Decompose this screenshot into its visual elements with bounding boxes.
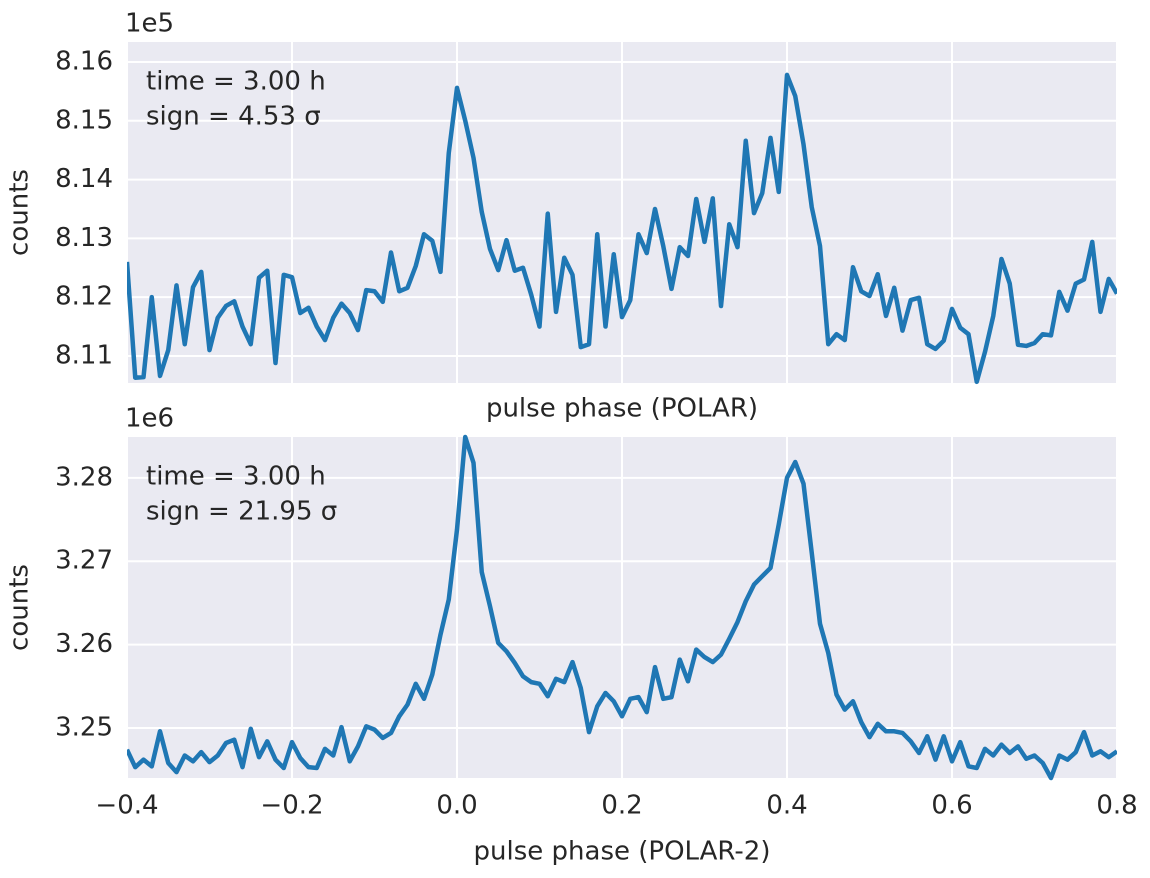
annotation: time = 3.00 h	[146, 462, 326, 492]
data-line	[127, 72, 1117, 385]
x-tick-label: 0.4	[766, 791, 807, 821]
annotation: sign = 4.53 σ	[146, 102, 321, 132]
y-tick-label: 8.14	[55, 164, 113, 194]
y-tick-label: 8.13	[55, 223, 113, 253]
y-tick-label: 8.16	[55, 46, 113, 76]
x-tick-label: 0.8	[1096, 791, 1137, 821]
y-tick-label: 3.26	[55, 629, 113, 659]
annotation: sign = 21.95 σ	[146, 497, 337, 527]
y-axis-label: counts	[5, 169, 35, 256]
y-tick-label: 3.25	[55, 712, 113, 742]
y-tick-label: 3.28	[55, 462, 113, 492]
x-tick-label: 0.6	[931, 791, 972, 821]
y-axis-label: counts	[5, 564, 35, 651]
y-tick-label: 8.15	[55, 105, 113, 135]
offset-text: 1e6	[125, 404, 174, 434]
offset-text: 1e5	[125, 9, 174, 39]
x-axis-label: pulse phase (POLAR-2)	[474, 837, 771, 867]
y-tick-label: 8.11	[55, 340, 113, 370]
x-tick-label: −0.4	[95, 791, 158, 821]
x-axis-label: pulse phase (POLAR)	[486, 394, 758, 424]
x-tick-label: −0.2	[260, 791, 323, 821]
x-tick-label: 0.2	[601, 791, 642, 821]
x-tick-label: 0.0	[436, 791, 477, 821]
y-tick-label: 8.12	[55, 282, 113, 312]
y-tick-label: 3.27	[55, 546, 113, 576]
annotation: time = 3.00 h	[146, 67, 326, 97]
data-line	[127, 434, 1117, 781]
